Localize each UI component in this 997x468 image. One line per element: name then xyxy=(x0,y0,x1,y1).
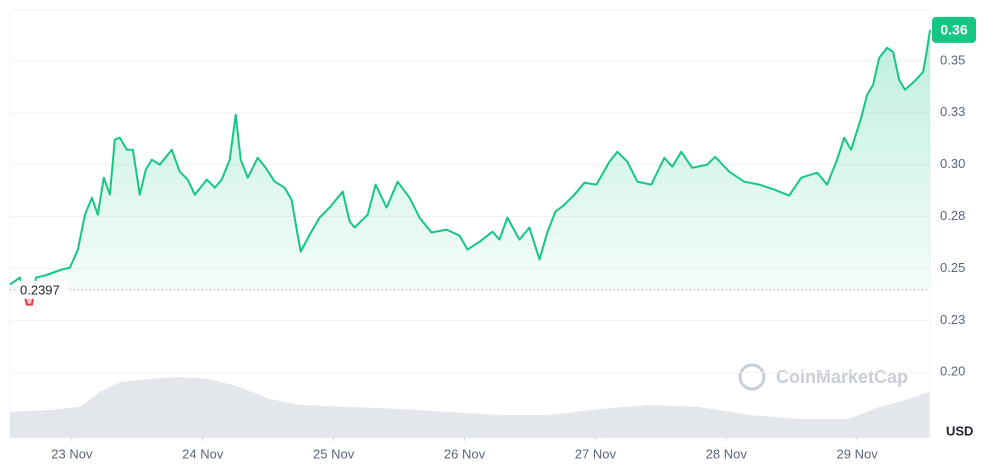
price-line-up xyxy=(9,29,931,290)
area-up xyxy=(10,29,930,290)
y-tick-label: 0.20 xyxy=(940,364,965,379)
y-tick-label: 0.23 xyxy=(940,312,965,327)
y-tick-label: 0.28 xyxy=(940,208,965,223)
current-price-label: 0.36 xyxy=(940,22,967,38)
y-tick-label: 0.30 xyxy=(940,156,965,171)
watermark: CoinMarketCap xyxy=(738,363,908,391)
x-tick-label: 27 Nov xyxy=(575,446,617,461)
x-tick-label: 23 Nov xyxy=(51,446,93,461)
x-tick-label: 26 Nov xyxy=(444,446,486,461)
y-tick-label: 0.35 xyxy=(940,52,965,67)
x-tick-label: 25 Nov xyxy=(313,446,355,461)
baseline-label-bg xyxy=(17,280,69,299)
x-tick-label: 24 Nov xyxy=(182,446,224,461)
y-tick-label: 0.33 xyxy=(940,104,965,119)
baseline-label: 0.2397 xyxy=(20,282,60,297)
y-unit: USD xyxy=(946,423,973,438)
y-tick-label: 0.25 xyxy=(940,260,965,275)
volume-area xyxy=(10,377,930,437)
watermark-logo xyxy=(738,363,766,391)
watermark-text: CoinMarketCap xyxy=(776,367,908,387)
x-tick-label: 28 Nov xyxy=(706,446,748,461)
x-tick-label: 29 Nov xyxy=(837,446,879,461)
current-price-badge xyxy=(932,16,976,43)
